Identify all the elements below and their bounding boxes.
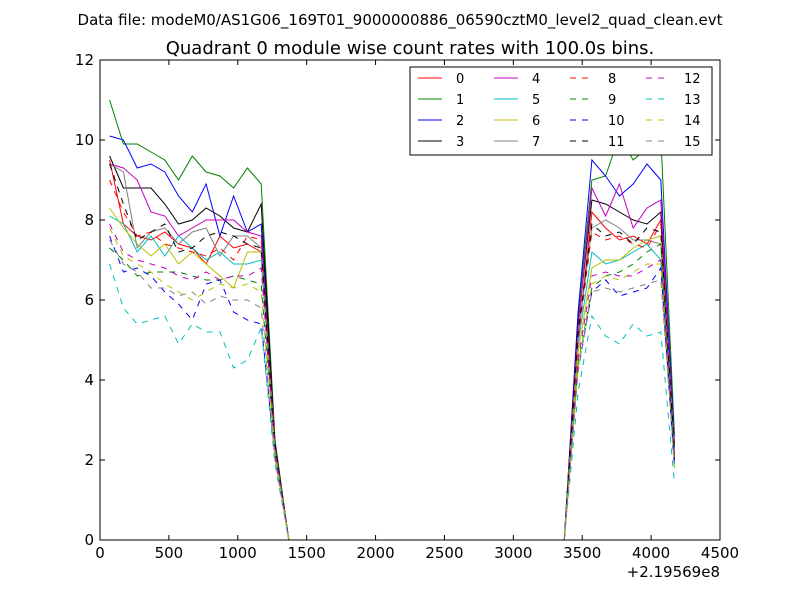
legend-label-13: 13 <box>684 93 701 108</box>
series-line-12 <box>109 223 675 541</box>
series-line-11 <box>109 163 675 541</box>
legend-label-0: 0 <box>456 72 464 87</box>
x-tick-label: 1000 <box>219 544 257 562</box>
x-tick-label: 3500 <box>563 544 601 562</box>
axis-ticks: 0 500 1000 1500 2000 2500 3000 3500 4000 4500 0 2 4 6… <box>75 51 739 562</box>
legend-label-4: 4 <box>532 72 540 87</box>
x-axis-offset-label: +2.19569e8 <box>627 563 720 581</box>
legend-label-8: 8 <box>608 72 616 87</box>
chart-title: Quadrant 0 module wise count rates with … <box>166 38 655 59</box>
legend-label-10: 10 <box>608 114 625 129</box>
series-line-5 <box>109 215 675 541</box>
y-tick-label: 12 <box>75 51 94 69</box>
x-tick-label: 2000 <box>356 544 394 562</box>
series-line-14 <box>109 227 675 541</box>
x-tick-label: 4500 <box>701 544 739 562</box>
x-tick-label: 4000 <box>632 544 670 562</box>
legend-label-11: 11 <box>608 135 625 150</box>
y-tick-label: 0 <box>84 531 94 549</box>
legend-label-1: 1 <box>456 93 464 108</box>
series-line-1 <box>109 99 675 541</box>
legend-label-3: 3 <box>456 135 464 150</box>
y-tick-label: 6 <box>84 291 94 309</box>
legend-label-6: 6 <box>532 114 540 129</box>
y-tick-label: 2 <box>84 451 94 469</box>
series-line-8 <box>109 179 675 541</box>
legend-label-9: 9 <box>608 93 616 108</box>
y-tick-label: 8 <box>84 211 94 229</box>
x-tick-label: 3000 <box>494 544 532 562</box>
legend-label-5: 5 <box>532 93 540 108</box>
chart-suptitle: Data file: modeM0/AS1G06_169T01_90000008… <box>78 11 723 30</box>
series-line-6 <box>109 207 675 541</box>
x-tick-label: 1500 <box>288 544 326 562</box>
series-line-15 <box>109 239 675 541</box>
legend-label-15: 15 <box>684 135 701 150</box>
y-tick-label: 10 <box>75 131 94 149</box>
y-tick-label: 4 <box>84 371 94 389</box>
x-tick-label: 2500 <box>425 544 463 562</box>
plot-series <box>109 99 675 541</box>
legend-label-2: 2 <box>456 114 464 129</box>
legend-label-7: 7 <box>532 135 540 150</box>
x-tick-label: 500 <box>155 544 184 562</box>
legend-label-12: 12 <box>684 72 701 87</box>
legend-frame <box>409 66 713 156</box>
x-tick-label: 0 <box>95 544 105 562</box>
legend-label-14: 14 <box>684 114 701 129</box>
